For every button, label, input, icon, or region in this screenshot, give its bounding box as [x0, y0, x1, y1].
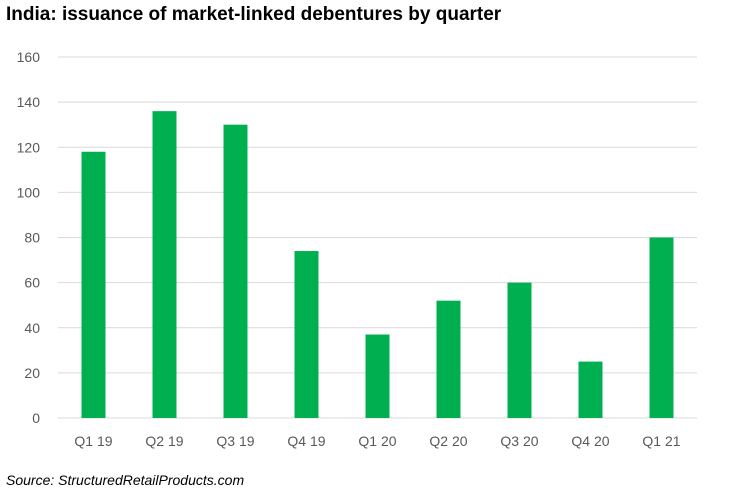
x-tick-label: Q1 21	[642, 433, 680, 449]
bar	[223, 124, 248, 418]
bar	[507, 282, 532, 418]
x-tick-label: Q4 20	[571, 433, 609, 449]
bar	[365, 334, 390, 418]
bar	[294, 251, 319, 418]
x-tick-label: Q2 19	[145, 433, 183, 449]
y-tick-label: 140	[17, 94, 41, 110]
x-tick-label: Q3 20	[500, 433, 538, 449]
x-tick-label: Q1 19	[74, 433, 112, 449]
bar	[152, 111, 177, 419]
x-tick-label: Q1 20	[358, 433, 396, 449]
y-tick-label: 40	[24, 320, 40, 336]
y-tick-label: 120	[17, 139, 41, 155]
y-tick-label: 100	[17, 184, 41, 200]
y-tick-label: 160	[17, 49, 41, 65]
x-tick-label: Q4 19	[287, 433, 325, 449]
source-note: Source: StructuredRetailProducts.com	[6, 472, 245, 488]
y-tick-label: 20	[24, 365, 40, 381]
bar	[578, 361, 603, 418]
y-tick-label: 80	[24, 230, 40, 246]
bar	[649, 237, 674, 418]
y-tick-label: 0	[32, 410, 40, 426]
bar	[436, 300, 461, 418]
y-tick-label: 60	[24, 275, 40, 291]
x-tick-label: Q2 20	[429, 433, 467, 449]
bar	[81, 151, 106, 418]
chart-title: India: issuance of market-linked debentu…	[6, 4, 502, 25]
x-tick-label: Q3 19	[216, 433, 254, 449]
